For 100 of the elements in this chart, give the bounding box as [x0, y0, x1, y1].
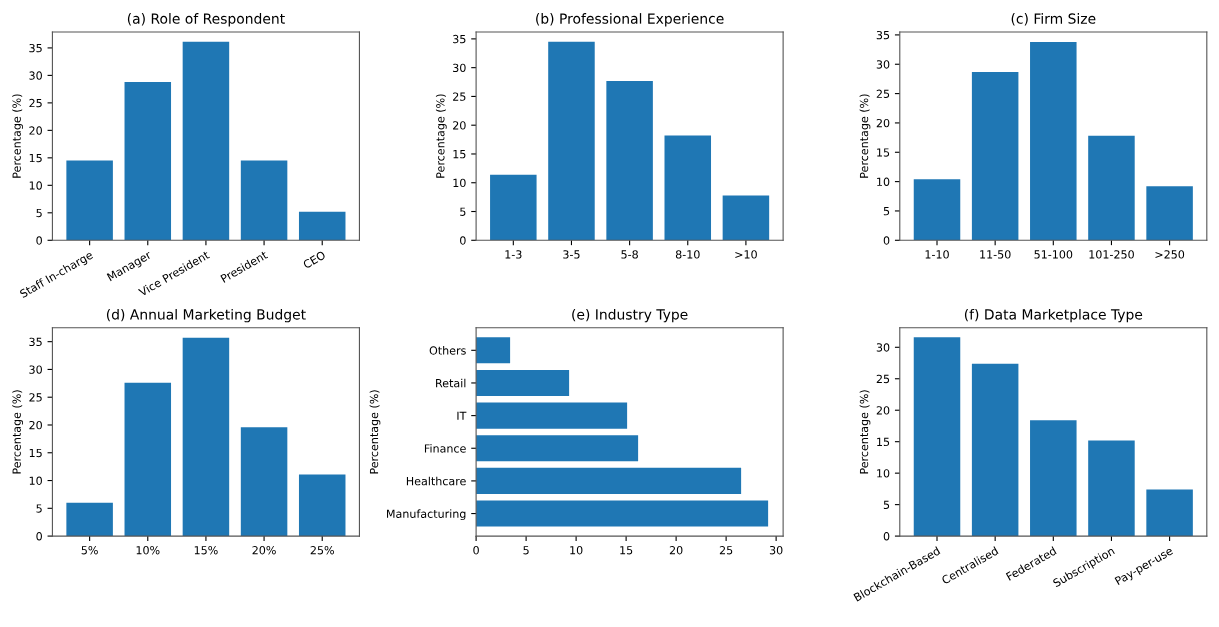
- x-tick-label: 25%: [310, 546, 334, 555]
- x-tick-label: 11-50: [980, 250, 1011, 259]
- bar: [476, 500, 769, 527]
- y-tick-label: 0: [883, 532, 890, 541]
- chart-title: (a) Role of Respondent: [127, 13, 285, 27]
- chart-title: (f) Data Marketplace Type: [964, 308, 1143, 323]
- y-tick-label: 25: [29, 393, 42, 402]
- x-tick-label: 1-10: [925, 250, 949, 259]
- x-tick-label: 15%: [194, 546, 218, 555]
- y-tick-label: 30: [453, 63, 466, 73]
- x-tick-label: 10: [570, 546, 583, 555]
- x-tick-label: 30: [769, 546, 783, 555]
- bar: [548, 41, 595, 241]
- y-tick-label: 0: [36, 236, 42, 245]
- bar: [298, 211, 346, 241]
- x-tick-label: 20: [669, 546, 683, 555]
- bar: [971, 71, 1019, 241]
- bar: [1088, 440, 1135, 537]
- y-tick-label: Finance: [424, 444, 466, 453]
- chart-title: (e) Industry Type: [572, 308, 688, 323]
- x-tick-label: 1-3: [505, 250, 522, 259]
- y-tick-label: 5: [460, 207, 466, 216]
- y-tick-label: 0: [460, 236, 466, 245]
- y-tick-label: Healthcare: [406, 476, 466, 486]
- y-tick-label: 15: [29, 448, 42, 458]
- y-axis-title: Percentage (%): [369, 390, 381, 474]
- bar: [490, 174, 537, 241]
- bar: [240, 160, 288, 241]
- bar: [66, 502, 113, 537]
- y-tick-label: 5: [36, 208, 42, 218]
- x-tick-label: 3-5: [563, 250, 580, 259]
- y-tick-label: 35: [29, 337, 42, 347]
- bar: [913, 337, 961, 537]
- bar: [664, 135, 712, 241]
- bar: [1146, 186, 1193, 241]
- bar: [476, 467, 742, 494]
- bar: [124, 382, 172, 537]
- y-tick-label: 35: [29, 43, 42, 53]
- y-tick-label: 10: [877, 177, 890, 186]
- x-tick-label: >250: [1155, 250, 1185, 259]
- x-tick-label: 8-10: [675, 250, 700, 259]
- bar: [124, 81, 172, 241]
- y-tick-label: 15: [29, 153, 42, 163]
- x-tick-label: 101-250: [1089, 250, 1134, 259]
- y-tick-label: 35: [453, 34, 466, 44]
- y-tick-label: 25: [876, 89, 890, 98]
- y-tick-label: 5: [883, 207, 890, 216]
- bar: [1146, 489, 1193, 537]
- y-axis-title: Percentage (%): [12, 94, 23, 178]
- y-tick-label: IT: [457, 411, 467, 420]
- y-tick-label: 0: [36, 532, 42, 541]
- y-tick-label: 5: [36, 504, 42, 513]
- bar: [298, 474, 346, 537]
- y-tick-label: 35: [876, 30, 890, 40]
- bar: [182, 41, 230, 241]
- y-tick-label: Retail: [436, 378, 466, 388]
- x-tick-label: 5: [523, 546, 529, 555]
- bar: [913, 179, 961, 241]
- y-tick-label: 25: [29, 98, 42, 108]
- bar: [476, 435, 639, 462]
- y-tick-label: 20: [29, 420, 42, 430]
- x-tick-label: CEO: [302, 250, 326, 269]
- x-tick-label: >10: [735, 250, 757, 259]
- y-axis-title: Percentage (%): [12, 390, 23, 474]
- bar: [1030, 41, 1077, 241]
- bar: [476, 369, 570, 397]
- y-tick-label: Others: [429, 346, 466, 355]
- y-tick-label: 15: [877, 148, 890, 157]
- bar: [606, 80, 653, 241]
- chart-title: (b) Professional Experience: [536, 13, 724, 27]
- bar: [240, 427, 288, 537]
- chart-title: (c) Firm Size: [1011, 13, 1096, 26]
- chart-title: (d) Annual Marketing Budget: [106, 308, 306, 323]
- y-axis-title: Percentage (%): [859, 390, 871, 474]
- bar: [476, 402, 628, 429]
- y-tick-label: Manufacturing: [387, 509, 466, 521]
- y-axis-title: Percentage (%): [859, 94, 871, 178]
- y-tick-label: 20: [29, 126, 42, 135]
- x-tick-label: 5-8: [621, 250, 638, 259]
- bar: [971, 363, 1019, 537]
- y-tick-label: 20: [876, 406, 890, 415]
- x-tick-label: 25: [719, 546, 733, 555]
- x-tick-label: 51-100: [1034, 250, 1073, 259]
- y-tick-label: 15: [453, 150, 466, 159]
- y-tick-label: 30: [876, 343, 890, 352]
- y-tick-label: 20: [453, 121, 466, 130]
- bar: [1030, 420, 1077, 537]
- y-axis-title: Percentage (%): [435, 94, 447, 178]
- y-tick-label: 10: [453, 178, 466, 188]
- bar: [722, 195, 770, 241]
- y-tick-label: 30: [29, 71, 42, 80]
- y-tick-label: 30: [29, 365, 42, 374]
- x-tick-label: 20%: [252, 546, 276, 555]
- y-tick-label: 20: [876, 118, 890, 128]
- x-tick-label: 15: [620, 546, 633, 555]
- y-tick-label: 30: [876, 60, 890, 69]
- x-tick-label: 0: [473, 546, 479, 555]
- y-tick-label: 25: [876, 374, 890, 384]
- y-tick-label: 15: [877, 437, 890, 447]
- bar: [1088, 135, 1135, 241]
